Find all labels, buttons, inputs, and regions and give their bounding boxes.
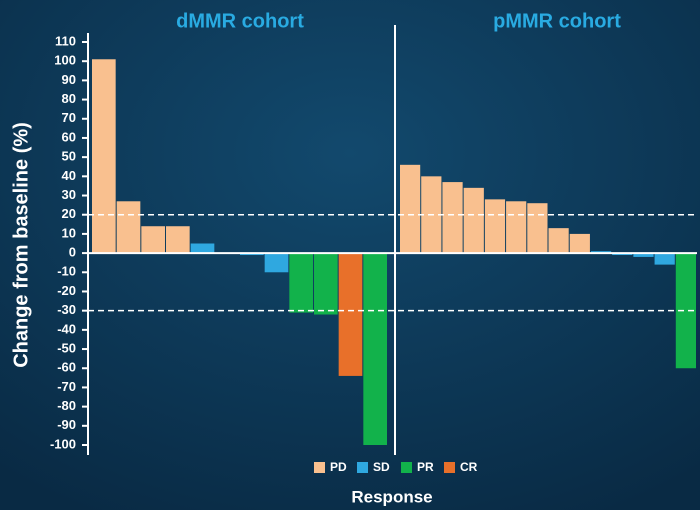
panel-title: pMMR cohort [493, 10, 621, 32]
bar [654, 253, 675, 265]
bar [527, 203, 548, 254]
bar [314, 253, 338, 315]
bar [92, 59, 116, 254]
y-tick-label: -30 [57, 302, 76, 317]
y-tick-label: -50 [57, 340, 76, 355]
y-tick-label: 50 [62, 149, 76, 164]
bar [569, 233, 590, 254]
y-tick-label: 30 [62, 187, 76, 202]
panel-title: dMMR cohort [176, 10, 304, 32]
y-tick-label: 80 [62, 91, 76, 106]
y-tick-label: -90 [57, 417, 76, 432]
bar [116, 201, 141, 254]
legend-label: SD [373, 460, 390, 474]
legend-label: PR [417, 460, 434, 474]
bar [289, 253, 313, 313]
bar [675, 253, 696, 369]
bar [166, 226, 190, 254]
legend-swatch [444, 462, 455, 473]
bar [633, 253, 654, 257]
legend-swatch [357, 462, 368, 473]
bar [463, 187, 484, 254]
bar [548, 228, 569, 254]
y-tick-label: 60 [62, 129, 76, 144]
y-tick-label: 40 [62, 168, 76, 183]
y-axis-title: Change from baseline (%) [10, 122, 32, 368]
legend-swatch [401, 462, 412, 473]
y-tick-label: -80 [57, 398, 76, 413]
y-tick-label: 100 [54, 53, 76, 68]
y-tick-label: -100 [50, 436, 76, 451]
y-tick-label: 70 [62, 110, 76, 125]
y-tick-label: 0 [69, 245, 76, 260]
legend-label: CR [460, 460, 478, 474]
y-tick-label: 20 [62, 206, 76, 221]
bar [363, 253, 387, 445]
bar [442, 182, 463, 254]
bar [400, 164, 421, 254]
y-tick-label: -40 [57, 321, 76, 336]
bar [190, 243, 215, 254]
y-tick-label: -10 [57, 264, 76, 279]
y-tick-label: -20 [57, 283, 76, 298]
legend-label: PD [330, 460, 347, 474]
y-tick-label: -60 [57, 360, 76, 375]
legend-swatch [314, 462, 325, 473]
y-tick-label: -70 [57, 379, 76, 394]
y-tick-label: 10 [62, 225, 76, 240]
y-tick-label: 90 [62, 72, 76, 87]
bar [338, 253, 363, 376]
x-axis-title: Response [351, 487, 432, 506]
y-tick-label: 110 [55, 33, 76, 48]
bar [264, 253, 289, 273]
bar [141, 226, 165, 254]
bar [506, 201, 527, 254]
bar [484, 199, 506, 254]
